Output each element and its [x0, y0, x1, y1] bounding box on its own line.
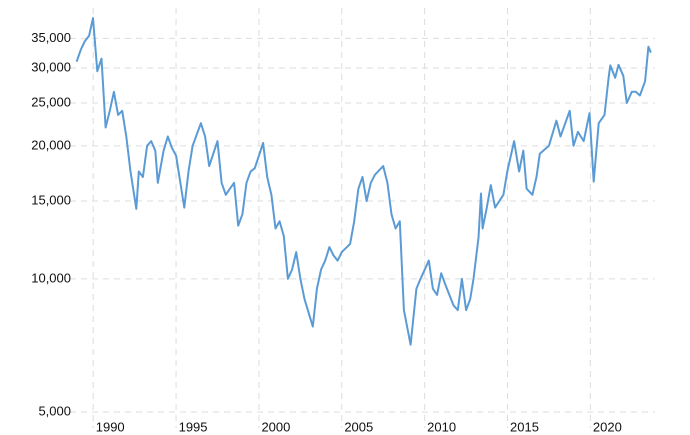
x-tick-label: 2015 — [510, 419, 539, 434]
x-tick-label: 2010 — [427, 419, 456, 434]
y-tick-label: 20,000 — [31, 137, 71, 152]
x-tick-label: 2020 — [593, 419, 622, 434]
y-tick-label: 10,000 — [31, 270, 71, 285]
y-tick-label: 15,000 — [31, 192, 71, 207]
line — [75, 17, 652, 346]
y-tick-label: 25,000 — [31, 94, 71, 109]
y-tick-label: 5,000 — [38, 403, 71, 418]
x-tick-label: 1990 — [96, 419, 125, 434]
x-tick-label: 1995 — [179, 419, 208, 434]
x-tick-label: 2005 — [344, 419, 373, 434]
y-tick-label: 30,000 — [31, 59, 71, 74]
x-tick-label: 2000 — [261, 419, 290, 434]
y-tick-label: 35,000 — [31, 30, 71, 45]
